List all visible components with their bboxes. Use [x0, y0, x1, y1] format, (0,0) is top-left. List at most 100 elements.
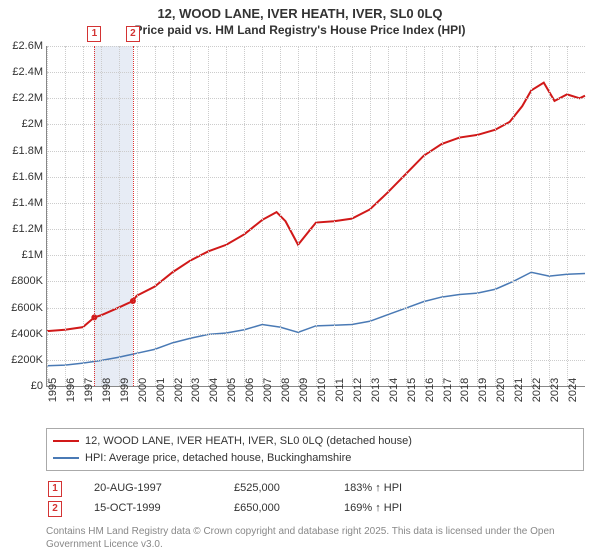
- events-list: 1 20-AUG-1997£525,000183% ↑ HPI 2 15-OCT-19…: [46, 479, 584, 519]
- event-marker-badge: 1: [87, 26, 101, 42]
- y-tick-label: £800K: [11, 275, 43, 287]
- gridline-v: [244, 46, 245, 386]
- y-tick-label: £1.4M: [12, 197, 43, 209]
- legend-frame: 12, WOOD LANE, IVER HEATH, IVER, SL0 0LQ…: [46, 428, 584, 471]
- gridline-v: [334, 46, 335, 386]
- x-tick-label: 2023: [549, 378, 561, 402]
- event-row: 1 20-AUG-1997£525,000183% ↑ HPI: [46, 479, 584, 499]
- gridline-v: [119, 46, 120, 386]
- x-tick-label: 2015: [406, 378, 418, 402]
- gridline-v: [442, 46, 443, 386]
- gridline-v: [280, 46, 281, 386]
- event-marker-line: [133, 46, 134, 386]
- x-tick-label: 1999: [119, 378, 131, 402]
- gridline-v: [567, 46, 568, 386]
- gridline-v: [513, 46, 514, 386]
- event-row: 2 15-OCT-1999£650,000169% ↑ HPI: [46, 499, 584, 519]
- gridline-v: [208, 46, 209, 386]
- x-tick-label: 2017: [442, 378, 454, 402]
- x-tick-label: 1996: [65, 378, 77, 402]
- y-tick-label: £200K: [11, 354, 43, 366]
- x-tick-label: 2016: [424, 378, 436, 402]
- gridline-v: [65, 46, 66, 386]
- gridline-v: [477, 46, 478, 386]
- gridline-v: [424, 46, 425, 386]
- x-tick-label: 2006: [244, 378, 256, 402]
- y-tick-label: £1.2M: [12, 223, 43, 235]
- y-tick-label: £600K: [11, 302, 43, 314]
- x-tick-label: 2007: [262, 378, 274, 402]
- gridline-v: [549, 46, 550, 386]
- legend-item: HPI: Average price, detached house, Buck…: [53, 450, 577, 467]
- event-badge: 2: [48, 501, 62, 517]
- x-tick-label: 1995: [47, 378, 59, 402]
- x-tick-label: 2005: [226, 378, 238, 402]
- event-badge: 1: [48, 481, 62, 497]
- x-tick-label: 2019: [477, 378, 489, 402]
- x-tick-label: 2008: [280, 378, 292, 402]
- event-date: 15-OCT-1999: [94, 499, 234, 519]
- gridline-v: [495, 46, 496, 386]
- gridline-v: [531, 46, 532, 386]
- legend-swatch: [53, 457, 79, 459]
- gridline-v: [101, 46, 102, 386]
- y-tick-label: £2M: [22, 118, 43, 130]
- gridline-v: [137, 46, 138, 386]
- gridline-v: [226, 46, 227, 386]
- x-tick-label: 2013: [370, 378, 382, 402]
- legend-label: 12, WOOD LANE, IVER HEATH, IVER, SL0 0LQ…: [85, 433, 412, 450]
- legend-and-footer: 12, WOOD LANE, IVER HEATH, IVER, SL0 0LQ…: [46, 428, 584, 551]
- y-tick-label: £1M: [22, 249, 43, 261]
- x-tick-label: 2003: [190, 378, 202, 402]
- gridline-v: [47, 46, 48, 386]
- x-tick-label: 2020: [495, 378, 507, 402]
- gridline-v: [459, 46, 460, 386]
- x-tick-label: 2002: [173, 378, 185, 402]
- legend-item: 12, WOOD LANE, IVER HEATH, IVER, SL0 0LQ…: [53, 433, 577, 450]
- gridline-v: [190, 46, 191, 386]
- gridline-v: [262, 46, 263, 386]
- gridline-v: [316, 46, 317, 386]
- x-tick-label: 2014: [388, 378, 400, 402]
- event-marker-badge: 2: [126, 26, 140, 42]
- event-hpi: 169% ↑ HPI: [344, 499, 402, 519]
- y-tick-label: £2.4M: [12, 66, 43, 78]
- x-tick-label: 1998: [101, 378, 113, 402]
- gridline-v: [83, 46, 84, 386]
- x-tick-label: 2024: [567, 378, 579, 402]
- x-tick-label: 2011: [334, 378, 346, 402]
- gridline-v: [352, 46, 353, 386]
- y-tick-label: £1.6M: [12, 171, 43, 183]
- y-tick-label: £2.2M: [12, 92, 43, 104]
- gridline-v: [388, 46, 389, 386]
- legend-label: HPI: Average price, detached house, Buck…: [85, 450, 351, 467]
- x-tick-label: 2001: [155, 378, 167, 402]
- x-tick-label: 2022: [531, 378, 543, 402]
- event-price: £525,000: [234, 479, 344, 499]
- gridline-v: [298, 46, 299, 386]
- plot-area: £0£200K£400K£600K£800K£1M£1.2M£1.4M£1.6M…: [46, 46, 585, 387]
- x-tick-label: 1997: [83, 378, 95, 402]
- x-tick-label: 2012: [352, 378, 364, 402]
- event-marker-line: [94, 46, 95, 386]
- y-tick-label: £2.6M: [12, 40, 43, 52]
- x-tick-label: 2021: [513, 378, 525, 402]
- event-hpi: 183% ↑ HPI: [344, 479, 402, 499]
- chart-title: 12, WOOD LANE, IVER HEATH, IVER, SL0 0LQ: [0, 0, 600, 23]
- x-tick-label: 2018: [459, 378, 471, 402]
- x-tick-label: 2004: [208, 378, 220, 402]
- y-tick-label: £0: [31, 380, 43, 392]
- x-tick-label: 2009: [298, 378, 310, 402]
- attribution-text: Contains HM Land Registry data © Crown c…: [46, 525, 584, 551]
- gridline-v: [406, 46, 407, 386]
- legend-swatch: [53, 440, 79, 442]
- y-tick-label: £400K: [11, 328, 43, 340]
- gridline-v: [155, 46, 156, 386]
- y-tick-label: £1.8M: [12, 145, 43, 157]
- x-tick-label: 2000: [137, 378, 149, 402]
- gridline-v: [370, 46, 371, 386]
- x-tick-label: 2010: [316, 378, 328, 402]
- event-price: £650,000: [234, 499, 344, 519]
- gridline-v: [173, 46, 174, 386]
- event-date: 20-AUG-1997: [94, 479, 234, 499]
